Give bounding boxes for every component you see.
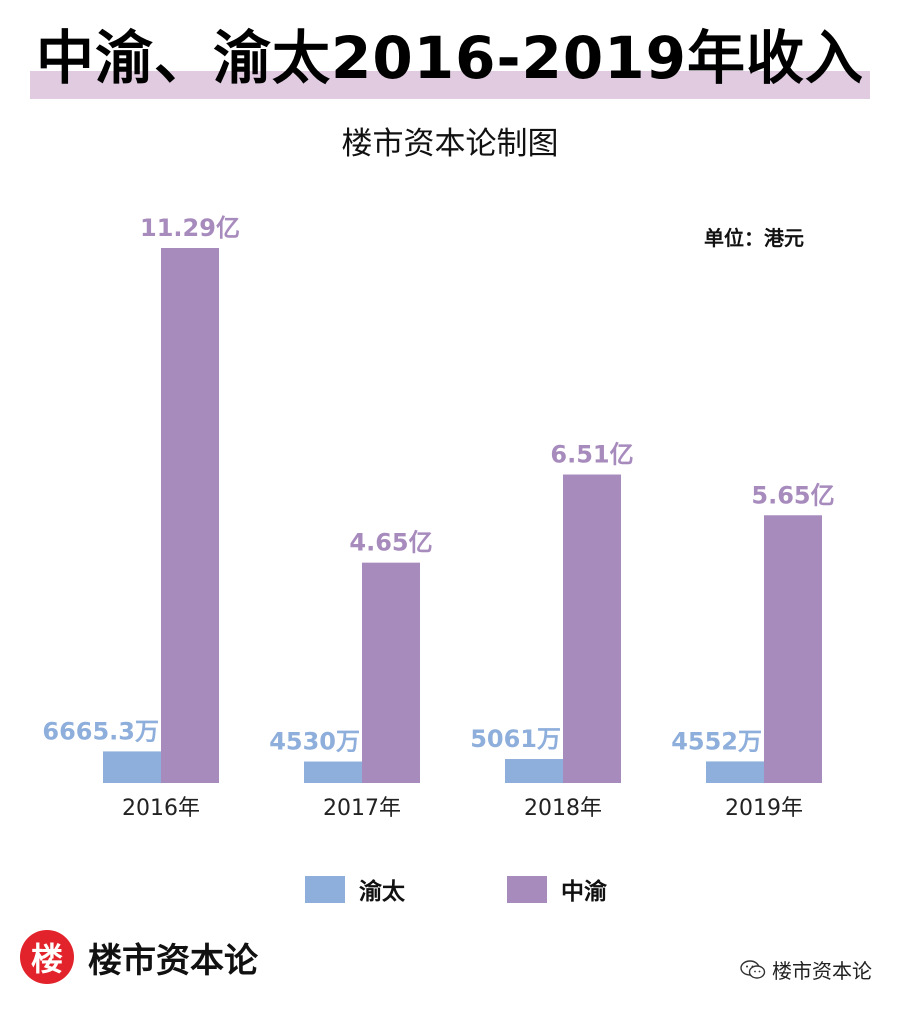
bar-zhongyu-4	[764, 515, 822, 783]
x-tick-label-2: 2017年	[323, 796, 401, 821]
legend-swatch-yutai	[305, 875, 345, 903]
legend-item-zhongyu: 中渝	[507, 872, 607, 906]
title-area: 中渝、渝太2016-2019年收入	[0, 0, 900, 110]
legend-label-zhongyu: 中渝	[561, 879, 607, 905]
data-label-zhongyu-4: 5.65亿	[751, 481, 834, 509]
data-label-yutai-3: 5061万	[470, 725, 561, 753]
data-label-yutai-1: 6665.3万	[42, 717, 159, 745]
title-highlight-bar	[30, 71, 870, 99]
unit-label: 单位：港元	[704, 226, 804, 250]
x-tick-label-3: 2018年	[524, 796, 602, 821]
data-label-yutai-4: 4552万	[671, 727, 762, 755]
chart-subtitle: 楼市资本论制图	[341, 126, 559, 162]
data-label-zhongyu-2: 4.65亿	[349, 529, 432, 557]
x-tick-label-1: 2016年	[122, 796, 200, 821]
logo-text: 楼市资本论	[88, 940, 258, 981]
bar-zhongyu-3	[563, 474, 621, 783]
bar-zhongyu-1	[161, 248, 219, 783]
bar-zhongyu-2	[362, 562, 420, 783]
bar-yutai-1	[103, 751, 161, 783]
wechat-icon	[740, 959, 766, 979]
data-label-zhongyu-1: 11.29亿	[140, 214, 240, 242]
bar-yutai-4	[706, 761, 764, 783]
watermark-text: 楼市资本论	[772, 959, 872, 983]
logo-circle-icon: 楼	[20, 930, 74, 984]
legend-swatch-zhongyu	[507, 875, 547, 903]
data-label-zhongyu-3: 6.51亿	[550, 441, 633, 469]
wechat-watermark: 楼市资本论	[740, 955, 872, 984]
brand-logo: 楼 楼市资本论	[20, 930, 258, 984]
bar-chart: 6665.3万 11.29亿 2016年 4530万 4.65亿 2017年 5061万 6.…	[42, 214, 834, 821]
legend-item-yutai: 渝太	[305, 872, 405, 906]
bar-yutai-2	[304, 761, 362, 783]
data-label-yutai-2: 4530万	[269, 728, 360, 756]
legend-label-yutai: 渝太	[359, 879, 405, 905]
x-tick-label-4: 2019年	[725, 796, 803, 821]
bar-yutai-3	[505, 759, 563, 783]
chart-title: 中渝、渝太2016-2019年收入	[36, 24, 864, 92]
